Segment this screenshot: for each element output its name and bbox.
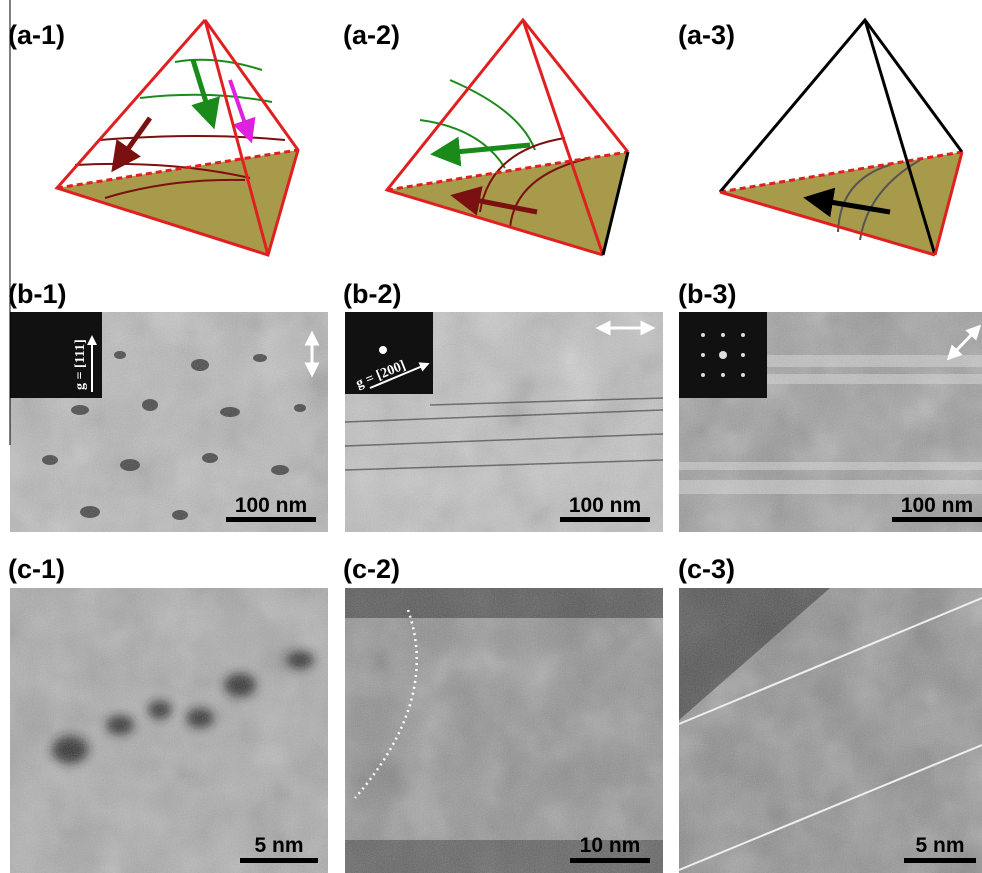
panel-label: (b-2) bbox=[343, 279, 401, 309]
shape-rect bbox=[345, 588, 663, 873]
panel-label: (b-3) bbox=[678, 279, 736, 309]
shape-path bbox=[99, 135, 286, 141]
shape-polyline bbox=[384, 17, 630, 257]
shape-path bbox=[419, 119, 506, 169]
scale-bar-label: 5 nm bbox=[254, 834, 303, 857]
shape-line bbox=[601, 151, 630, 256]
shape-line bbox=[56, 148, 299, 190]
tetrahedron-a1 bbox=[54, 19, 300, 257]
shape-circle bbox=[741, 373, 745, 377]
shape-rect bbox=[892, 517, 982, 522]
shape-polyline bbox=[54, 19, 300, 257]
tem-image-b1: g = [111] 100 nm bbox=[10, 312, 328, 532]
shape-line bbox=[803, 187, 891, 218]
shape-line bbox=[111, 116, 153, 173]
shape-path bbox=[509, 157, 591, 229]
shape-path bbox=[139, 93, 273, 103]
shape-line bbox=[228, 79, 256, 144]
shape-path bbox=[104, 178, 246, 199]
shape-polygon bbox=[387, 152, 628, 255]
shape-circle bbox=[701, 353, 705, 357]
scale-bar-label: 100 nm bbox=[901, 494, 973, 517]
shape-rect bbox=[904, 858, 976, 863]
shape-circle bbox=[701, 333, 705, 337]
shape-line bbox=[863, 19, 937, 256]
panel-label: (c-2) bbox=[343, 554, 400, 584]
shape-path bbox=[354, 609, 418, 799]
scale-bar-label: 100 nm bbox=[235, 494, 307, 517]
hrtem-image-c3: 5 nm bbox=[678, 588, 982, 873]
shape-line bbox=[521, 19, 605, 256]
hrtem-image-c2: 10 nm bbox=[345, 588, 663, 873]
shape-path bbox=[449, 79, 536, 151]
tem-image-b3: 100 nm bbox=[679, 312, 982, 532]
shape-rect bbox=[10, 588, 328, 873]
shape-line bbox=[678, 744, 982, 871]
shape-line bbox=[430, 136, 531, 167]
panel-label: (c-1) bbox=[8, 554, 65, 584]
shape-circle bbox=[721, 373, 725, 377]
panel-label: (b-1) bbox=[8, 279, 66, 309]
shape-line bbox=[369, 362, 430, 389]
panel-label: (a-2) bbox=[343, 20, 400, 50]
shape-line bbox=[719, 150, 963, 194]
shape-line bbox=[386, 150, 629, 192]
scale-bar-label: 100 nm bbox=[569, 494, 641, 517]
shape-path bbox=[74, 162, 251, 179]
shape-circle bbox=[721, 333, 725, 337]
shape-rect bbox=[10, 312, 102, 398]
shape-circle bbox=[701, 373, 705, 377]
tem-image-b2: g = [200] 100 nm bbox=[344, 312, 664, 532]
shape-line bbox=[719, 190, 936, 257]
panel-label: (a-1) bbox=[8, 20, 65, 50]
inset-label: g = [111] bbox=[73, 339, 88, 390]
shape-path bbox=[479, 137, 566, 213]
shape-rect bbox=[240, 858, 318, 863]
tetrahedron-a3 bbox=[718, 17, 964, 257]
scale-bar-label: 10 nm bbox=[580, 834, 641, 857]
shape-circle bbox=[741, 353, 745, 357]
tetrahedron-a2 bbox=[384, 17, 630, 257]
shape-circle bbox=[379, 346, 387, 354]
shape-line bbox=[933, 151, 964, 256]
panel-label: (c-3) bbox=[678, 554, 735, 584]
shape-rect bbox=[226, 517, 316, 522]
shape-line bbox=[450, 186, 538, 216]
shape-rect bbox=[560, 517, 650, 522]
shape-line bbox=[946, 324, 982, 361]
shape-rect bbox=[679, 588, 982, 873]
scale-bar-label: 5 nm bbox=[915, 834, 964, 857]
shape-line bbox=[190, 59, 220, 130]
shape-circle bbox=[719, 351, 727, 359]
panel-label: (a-3) bbox=[678, 20, 735, 50]
shape-circle bbox=[741, 333, 745, 337]
hrtem-image-c1: 5 nm bbox=[10, 588, 328, 873]
shape-g bbox=[701, 333, 745, 377]
shape-line bbox=[678, 597, 982, 725]
shape-rect bbox=[570, 858, 650, 863]
shape-path bbox=[837, 164, 891, 233]
